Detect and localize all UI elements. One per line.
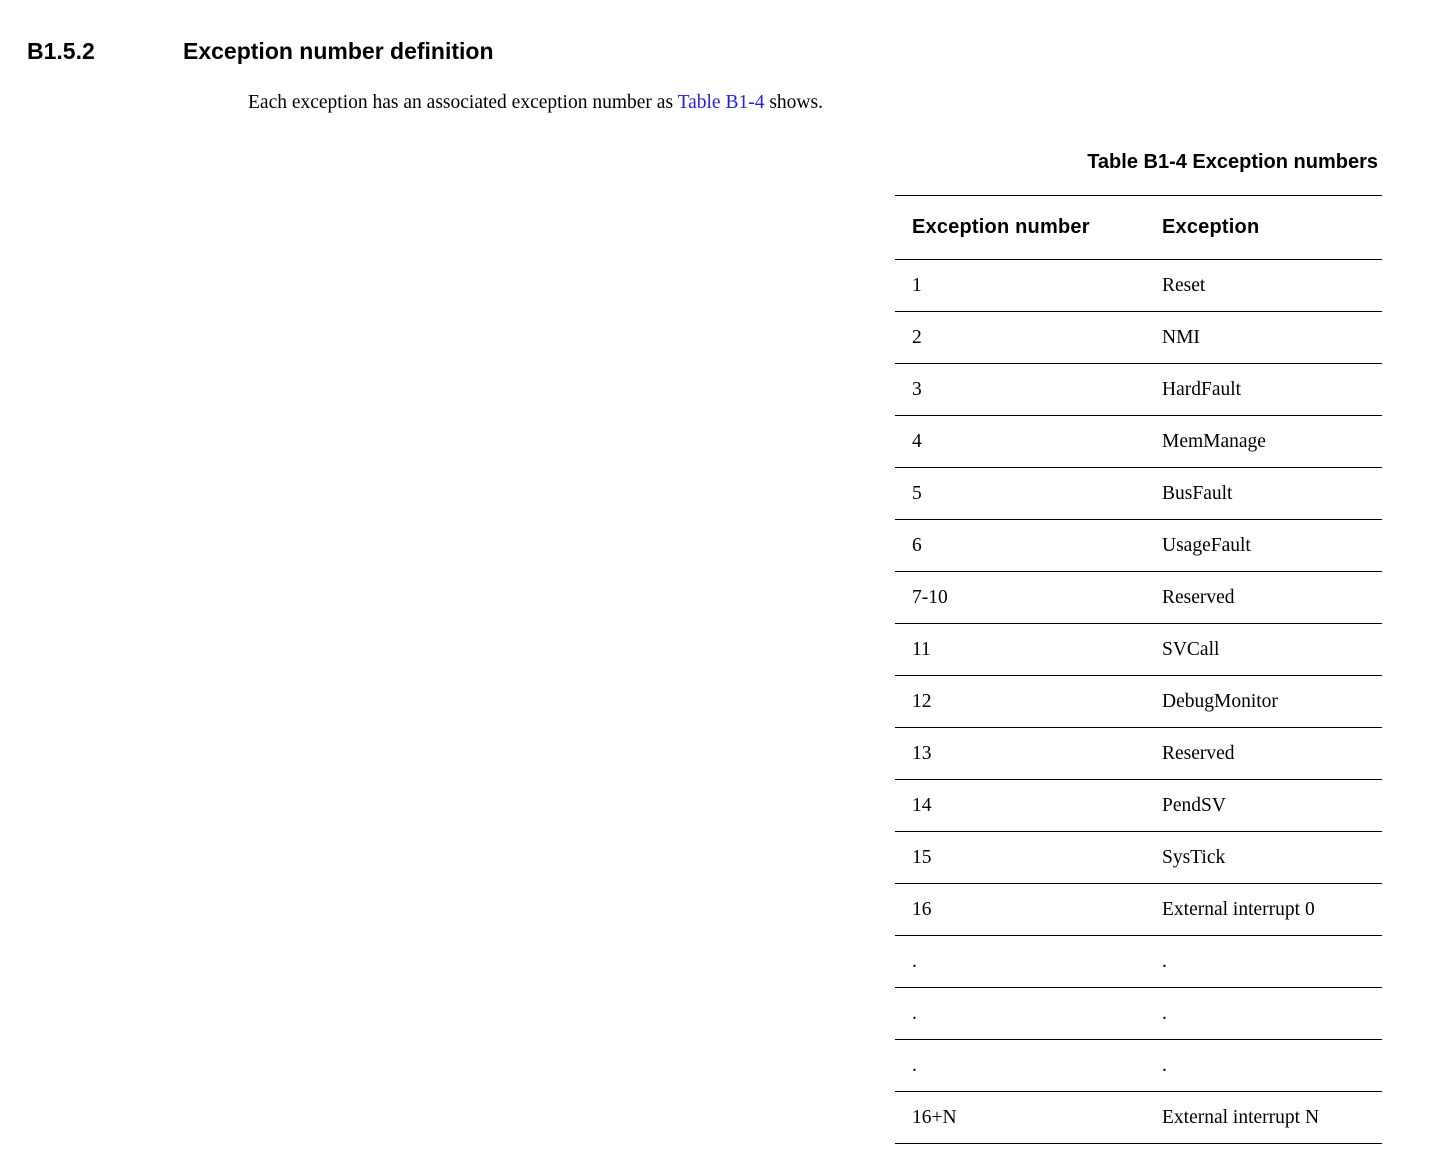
table-row: 15 SysTick bbox=[895, 831, 1382, 884]
table-body: 1 Reset 2 NMI 3 HardFault 4 MemManage 5 BusFault 6… bbox=[895, 259, 1382, 1144]
cell-exception-number: 2 bbox=[895, 311, 1162, 364]
table-caption: Table B1-4 Exception numbers bbox=[1087, 151, 1378, 173]
cell-exception: UsageFault bbox=[1162, 519, 1382, 572]
cell-exception-number: 16 bbox=[895, 883, 1162, 936]
table-row: 12 DebugMonitor bbox=[895, 675, 1382, 728]
cell-exception: . bbox=[1162, 1039, 1382, 1092]
cell-exception: . bbox=[1162, 987, 1382, 1040]
table-row: 3 HardFault bbox=[895, 363, 1382, 416]
table-row: 14 PendSV bbox=[895, 779, 1382, 832]
cell-exception-number: . bbox=[895, 935, 1162, 988]
cell-exception-number: 15 bbox=[895, 831, 1162, 884]
cell-exception: External interrupt N bbox=[1162, 1091, 1382, 1144]
table-row: 13 Reserved bbox=[895, 727, 1382, 780]
column-header-exception-number: Exception number bbox=[895, 195, 1162, 260]
table-xref-link[interactable]: Table B1-4 bbox=[677, 92, 765, 113]
cell-exception: Reset bbox=[1162, 259, 1382, 312]
table-row: 4 MemManage bbox=[895, 415, 1382, 468]
cell-exception-number: 13 bbox=[895, 727, 1162, 780]
section-title: Exception number definition bbox=[183, 38, 494, 64]
cell-exception: DebugMonitor bbox=[1162, 675, 1382, 728]
cell-exception-number: 11 bbox=[895, 623, 1162, 676]
table-row: 1 Reset bbox=[895, 259, 1382, 312]
cell-exception: MemManage bbox=[1162, 415, 1382, 468]
table-row: .. bbox=[895, 987, 1382, 1040]
cell-exception: External interrupt 0 bbox=[1162, 883, 1382, 936]
table-row: 6 UsageFault bbox=[895, 519, 1382, 572]
cell-exception: Reserved bbox=[1162, 727, 1382, 780]
cell-exception: SysTick bbox=[1162, 831, 1382, 884]
cell-exception: NMI bbox=[1162, 311, 1382, 364]
cell-exception-number: 5 bbox=[895, 467, 1162, 520]
cell-exception: Reserved bbox=[1162, 571, 1382, 624]
table-header-row: Exception number Exception bbox=[895, 195, 1382, 260]
cell-exception-number: 7-10 bbox=[895, 571, 1162, 624]
section-number: B1.5.2 bbox=[27, 38, 95, 64]
cell-exception: BusFault bbox=[1162, 467, 1382, 520]
cell-exception-number: 4 bbox=[895, 415, 1162, 468]
column-header-exception: Exception bbox=[1162, 195, 1382, 260]
table-row: .. bbox=[895, 935, 1382, 988]
table-row: 2 NMI bbox=[895, 311, 1382, 364]
table-row: 16 External interrupt 0 bbox=[895, 883, 1382, 936]
cell-exception: SVCall bbox=[1162, 623, 1382, 676]
cell-exception-number: 3 bbox=[895, 363, 1162, 416]
table-row: 5 BusFault bbox=[895, 467, 1382, 520]
table-row: 7-10 Reserved bbox=[895, 571, 1382, 624]
section-heading: B1.5.2 Exception number definition bbox=[27, 38, 494, 65]
cell-exception-number: 16+N bbox=[895, 1091, 1162, 1144]
table-row: .. bbox=[895, 1039, 1382, 1092]
cell-exception-number: 14 bbox=[895, 779, 1162, 832]
intro-paragraph: Each exception has an associated excepti… bbox=[248, 92, 823, 114]
table-row: 11 SVCall bbox=[895, 623, 1382, 676]
cell-exception-number: . bbox=[895, 987, 1162, 1040]
cell-exception-number: . bbox=[895, 1039, 1162, 1092]
cell-exception: PendSV bbox=[1162, 779, 1382, 832]
cell-exception: HardFault bbox=[1162, 363, 1382, 416]
cell-exception: . bbox=[1162, 935, 1382, 988]
exception-table: Exception number Exception 1 Reset 2 NMI 3 Ha… bbox=[895, 195, 1382, 1144]
cell-exception-number: 6 bbox=[895, 519, 1162, 572]
cell-exception-number: 12 bbox=[895, 675, 1162, 728]
paragraph-text-before: Each exception has an associated excepti… bbox=[248, 92, 678, 113]
table-row: 16+N External interrupt N bbox=[895, 1091, 1382, 1144]
paragraph-text-after: shows. bbox=[764, 92, 823, 113]
cell-exception-number: 1 bbox=[895, 259, 1162, 312]
exception-table-block: Table B1-4 Exception numbers Exception n… bbox=[895, 150, 1382, 1144]
